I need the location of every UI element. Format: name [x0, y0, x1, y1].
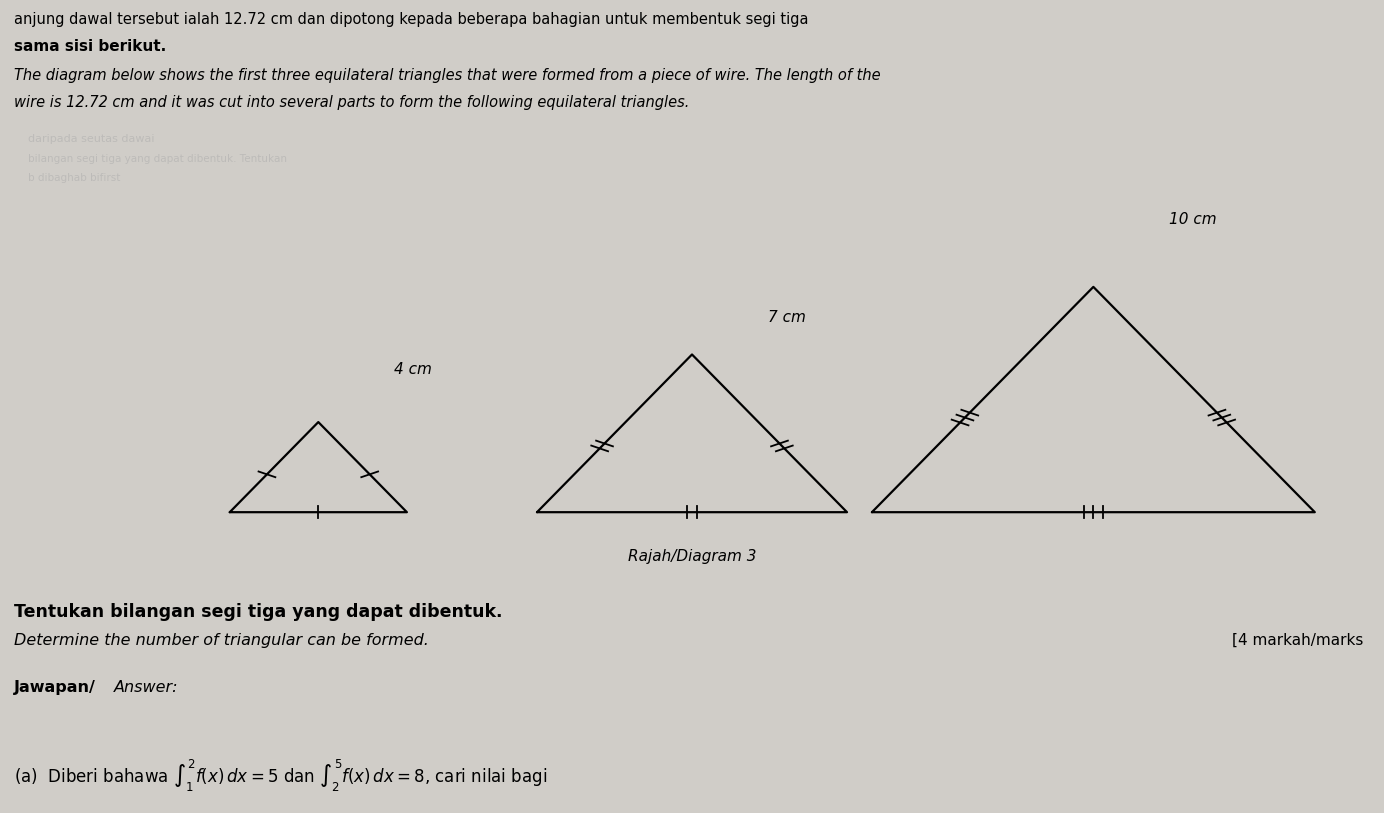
- Text: sama sisi berikut.: sama sisi berikut.: [14, 39, 166, 54]
- Text: 10 cm: 10 cm: [1169, 212, 1217, 227]
- Text: Rajah/Diagram 3: Rajah/Diagram 3: [628, 549, 756, 563]
- Text: Determine the number of triangular can be formed.: Determine the number of triangular can b…: [14, 633, 429, 647]
- Text: b dibaghab bifirst: b dibaghab bifirst: [28, 173, 120, 183]
- Text: The diagram below shows the first three equilateral triangles that were formed f: The diagram below shows the first three …: [14, 68, 880, 83]
- Text: wire is 12.72 cm and it was cut into several parts to form the following equilat: wire is 12.72 cm and it was cut into sev…: [14, 95, 689, 110]
- Text: (a)  Diberi bahawa $\int_{1}^{2} f(x)\, dx = 5$ dan $\int_{2}^{5} f(x)\, dx = 8$: (a) Diberi bahawa $\int_{1}^{2} f(x)\, d…: [14, 758, 547, 793]
- Text: anjung dawal tersebut ialah 12.72 cm dan dipotong kepada beberapa bahagian untuk: anjung dawal tersebut ialah 12.72 cm dan…: [14, 12, 808, 27]
- Text: daripada seutas dawai: daripada seutas dawai: [28, 134, 154, 144]
- Text: 7 cm: 7 cm: [768, 310, 805, 324]
- Text: Jawapan/: Jawapan/: [14, 680, 95, 695]
- Text: 4 cm: 4 cm: [394, 363, 432, 377]
- Text: bilangan segi tiga yang dapat dibentuk. Tentukan: bilangan segi tiga yang dapat dibentuk. …: [28, 154, 286, 164]
- Text: Tentukan bilangan segi tiga yang dapat dibentuk.: Tentukan bilangan segi tiga yang dapat d…: [14, 603, 502, 621]
- Text: Answer:: Answer:: [113, 680, 179, 695]
- Text: [4 markah/marks: [4 markah/marks: [1232, 633, 1363, 647]
